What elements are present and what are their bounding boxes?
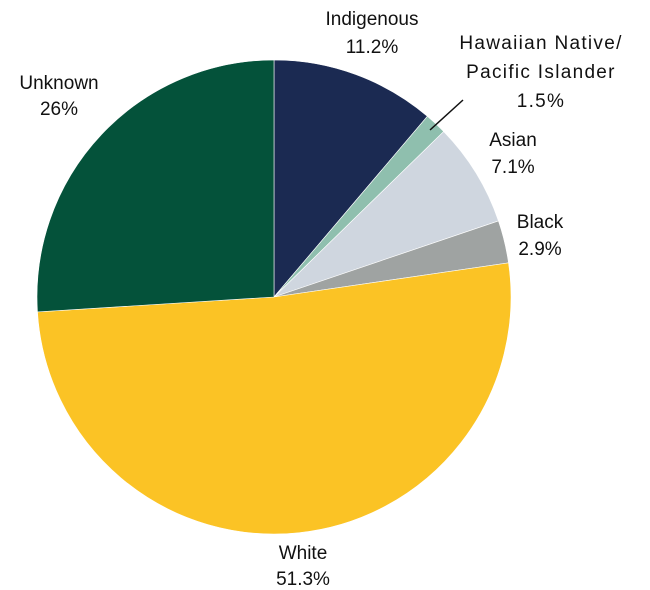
pie-slice-indigenous: [273, 59, 428, 298]
slice-label-hawaiian-line2: Pacific Islander: [466, 62, 616, 83]
slice-label-black: Black 2.9%: [517, 212, 564, 260]
slice-label-asian: Asian 7.1%: [489, 130, 537, 178]
slice-label-white-name: White: [279, 543, 328, 564]
slice-label-unknown: Unknown 26%: [19, 73, 98, 120]
slice-label-unknown-value: 26%: [40, 99, 78, 120]
pie-slice-white: [37, 262, 512, 535]
leader-line: [429, 99, 464, 131]
pie-slice-asian: [273, 131, 499, 298]
slice-label-white: White 51.3%: [276, 543, 330, 590]
slice-label-black-name: Black: [517, 212, 564, 233]
slice-label-indigenous-name: Indigenous: [326, 9, 419, 30]
slice-label-hawaiian-value: 1.5%: [517, 91, 566, 112]
slice-label-asian-name: Asian: [489, 130, 537, 151]
slice-label-hawaiian-line1: Hawaiian Native/: [459, 33, 622, 54]
slices-layer: [36, 59, 512, 535]
slice-label-indigenous: Indigenous 11.2%: [326, 9, 419, 58]
pie-slice-unknown: [36, 59, 275, 313]
slice-label-asian-value: 7.1%: [491, 157, 534, 178]
slice-label-hawaiian-pacific-islander: Hawaiian Native/ Pacific Islander 1.5%: [459, 33, 622, 112]
slice-label-unknown-name: Unknown: [19, 73, 98, 94]
slice-label-indigenous-value: 11.2%: [346, 37, 399, 58]
slice-label-black-value: 2.9%: [518, 239, 561, 260]
slice-label-white-value: 51.3%: [276, 569, 330, 590]
